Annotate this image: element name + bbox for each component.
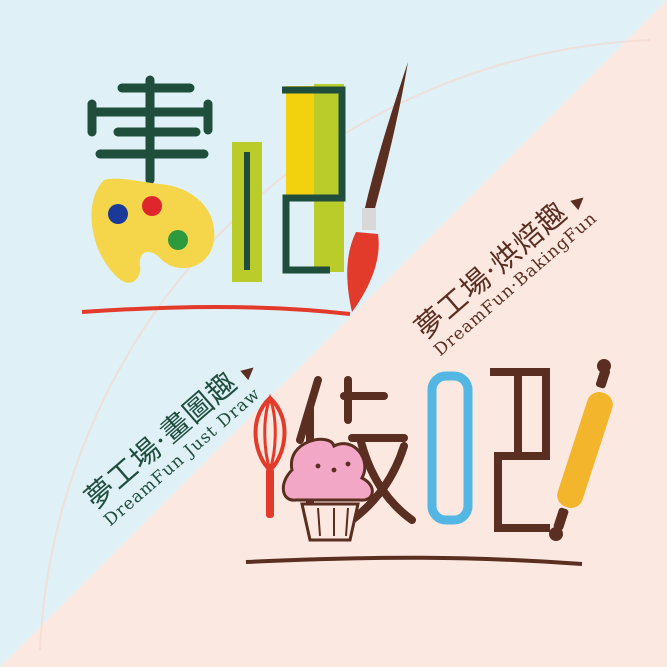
- rolling-pin-icon: [549, 359, 613, 541]
- draw-char-ba: [232, 84, 346, 282]
- bake-logo-group: [245, 359, 613, 566]
- whisk-icon: [253, 393, 287, 518]
- arc-decoration: [39, 39, 651, 651]
- cupcake-icon: [281, 437, 374, 542]
- paintbrush-icon: [347, 62, 408, 312]
- palette-icon: [91, 178, 215, 283]
- draw-char-hua: [87, 75, 213, 185]
- draw-logo-group: [81, 62, 408, 316]
- bake-char-ba: [427, 368, 550, 532]
- bake-underline: [245, 555, 583, 566]
- draw-underline: [81, 305, 351, 316]
